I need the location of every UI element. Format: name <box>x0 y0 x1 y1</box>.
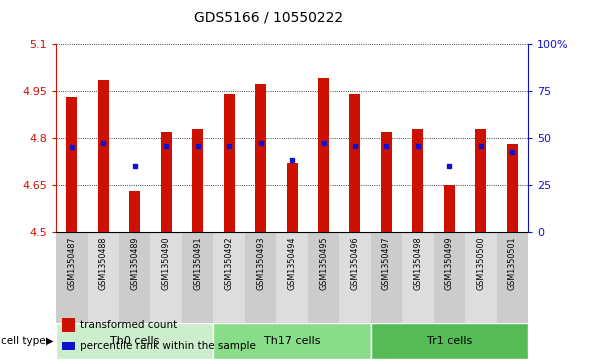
Text: GDS5166 / 10550222: GDS5166 / 10550222 <box>194 11 343 25</box>
Bar <box>465 232 497 323</box>
Bar <box>182 232 214 323</box>
Text: cell type: cell type <box>1 336 46 346</box>
Bar <box>56 323 214 359</box>
Bar <box>129 191 140 232</box>
Bar <box>255 85 266 232</box>
Bar <box>497 232 528 323</box>
Bar <box>339 232 371 323</box>
Bar <box>160 132 172 232</box>
Bar <box>412 129 424 232</box>
Text: GSM1350487: GSM1350487 <box>67 237 76 290</box>
Text: GSM1350497: GSM1350497 <box>382 237 391 290</box>
Bar <box>66 97 77 232</box>
Bar <box>402 232 434 323</box>
Bar <box>371 232 402 323</box>
Text: GSM1350489: GSM1350489 <box>130 237 139 290</box>
Bar <box>276 232 308 323</box>
Text: GSM1350488: GSM1350488 <box>99 237 108 290</box>
Bar <box>150 232 182 323</box>
Bar <box>434 232 465 323</box>
Text: transformed count: transformed count <box>80 320 177 330</box>
Text: GSM1350494: GSM1350494 <box>287 237 297 290</box>
Text: GSM1350493: GSM1350493 <box>256 237 265 290</box>
Bar <box>56 232 87 323</box>
Bar <box>381 132 392 232</box>
Text: Th17 cells: Th17 cells <box>264 336 320 346</box>
Text: GSM1350495: GSM1350495 <box>319 237 328 290</box>
Bar <box>214 323 371 359</box>
Text: Th0 cells: Th0 cells <box>110 336 159 346</box>
Text: GSM1350499: GSM1350499 <box>445 237 454 290</box>
Bar <box>318 78 329 232</box>
Bar <box>87 232 119 323</box>
Text: GSM1350496: GSM1350496 <box>350 237 359 290</box>
Bar <box>119 232 150 323</box>
Text: Tr1 cells: Tr1 cells <box>427 336 472 346</box>
Text: GSM1350491: GSM1350491 <box>193 237 202 290</box>
Text: GSM1350500: GSM1350500 <box>476 237 486 290</box>
Text: ▶: ▶ <box>46 336 54 346</box>
Text: GSM1350490: GSM1350490 <box>162 237 171 290</box>
Bar <box>287 163 297 232</box>
Text: GSM1350498: GSM1350498 <box>414 237 422 290</box>
Bar <box>371 323 528 359</box>
Text: GSM1350501: GSM1350501 <box>508 237 517 290</box>
Bar <box>444 185 455 232</box>
Bar <box>308 232 339 323</box>
Bar <box>507 144 518 232</box>
Bar <box>476 129 486 232</box>
Text: GSM1350492: GSM1350492 <box>225 237 234 290</box>
Bar <box>224 94 235 232</box>
Bar <box>192 129 203 232</box>
Bar <box>98 80 109 232</box>
Bar <box>349 94 360 232</box>
Bar <box>214 232 245 323</box>
Text: percentile rank within the sample: percentile rank within the sample <box>80 341 255 351</box>
Bar <box>245 232 276 323</box>
